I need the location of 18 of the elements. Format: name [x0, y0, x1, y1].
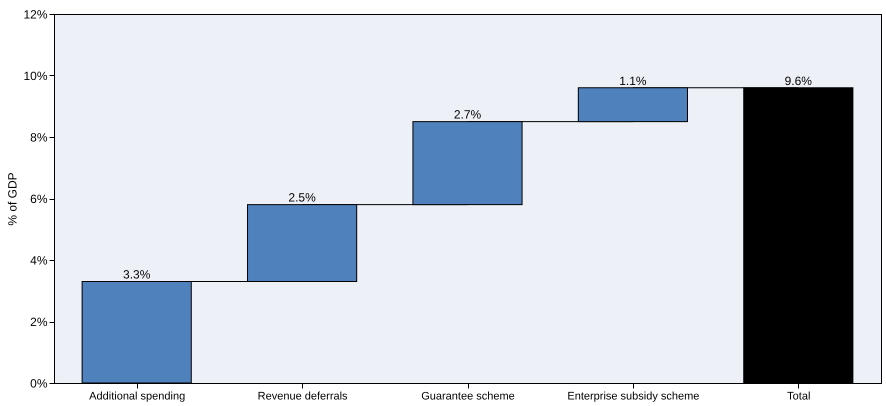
x-tick-label: Enterprise subsidy scheme	[567, 390, 700, 402]
y-tick-label: 6%	[30, 192, 48, 206]
y-tick-label: 4%	[30, 254, 48, 268]
x-tick-label: Guarantee scheme	[421, 390, 515, 402]
x-tick-label: Total	[787, 390, 810, 402]
data-label: 9.6%	[784, 74, 812, 88]
data-label: 2.7%	[454, 108, 482, 122]
y-tick-label: 2%	[30, 315, 48, 329]
data-label: 2.5%	[288, 190, 316, 205]
x-tick-label: Additional spending	[89, 390, 186, 402]
y-axis-title: % of GDP	[5, 172, 20, 226]
data-label: 3.3%	[123, 268, 151, 282]
y-tick-label: 8%	[30, 130, 48, 144]
y-tick-label: 10%	[23, 69, 48, 83]
y-tick-label: 12%	[23, 8, 48, 22]
y-tick-label: 0%	[30, 376, 48, 390]
x-tick-label: Revenue deferrals	[258, 390, 348, 402]
data-label: 1.1%	[619, 74, 647, 88]
